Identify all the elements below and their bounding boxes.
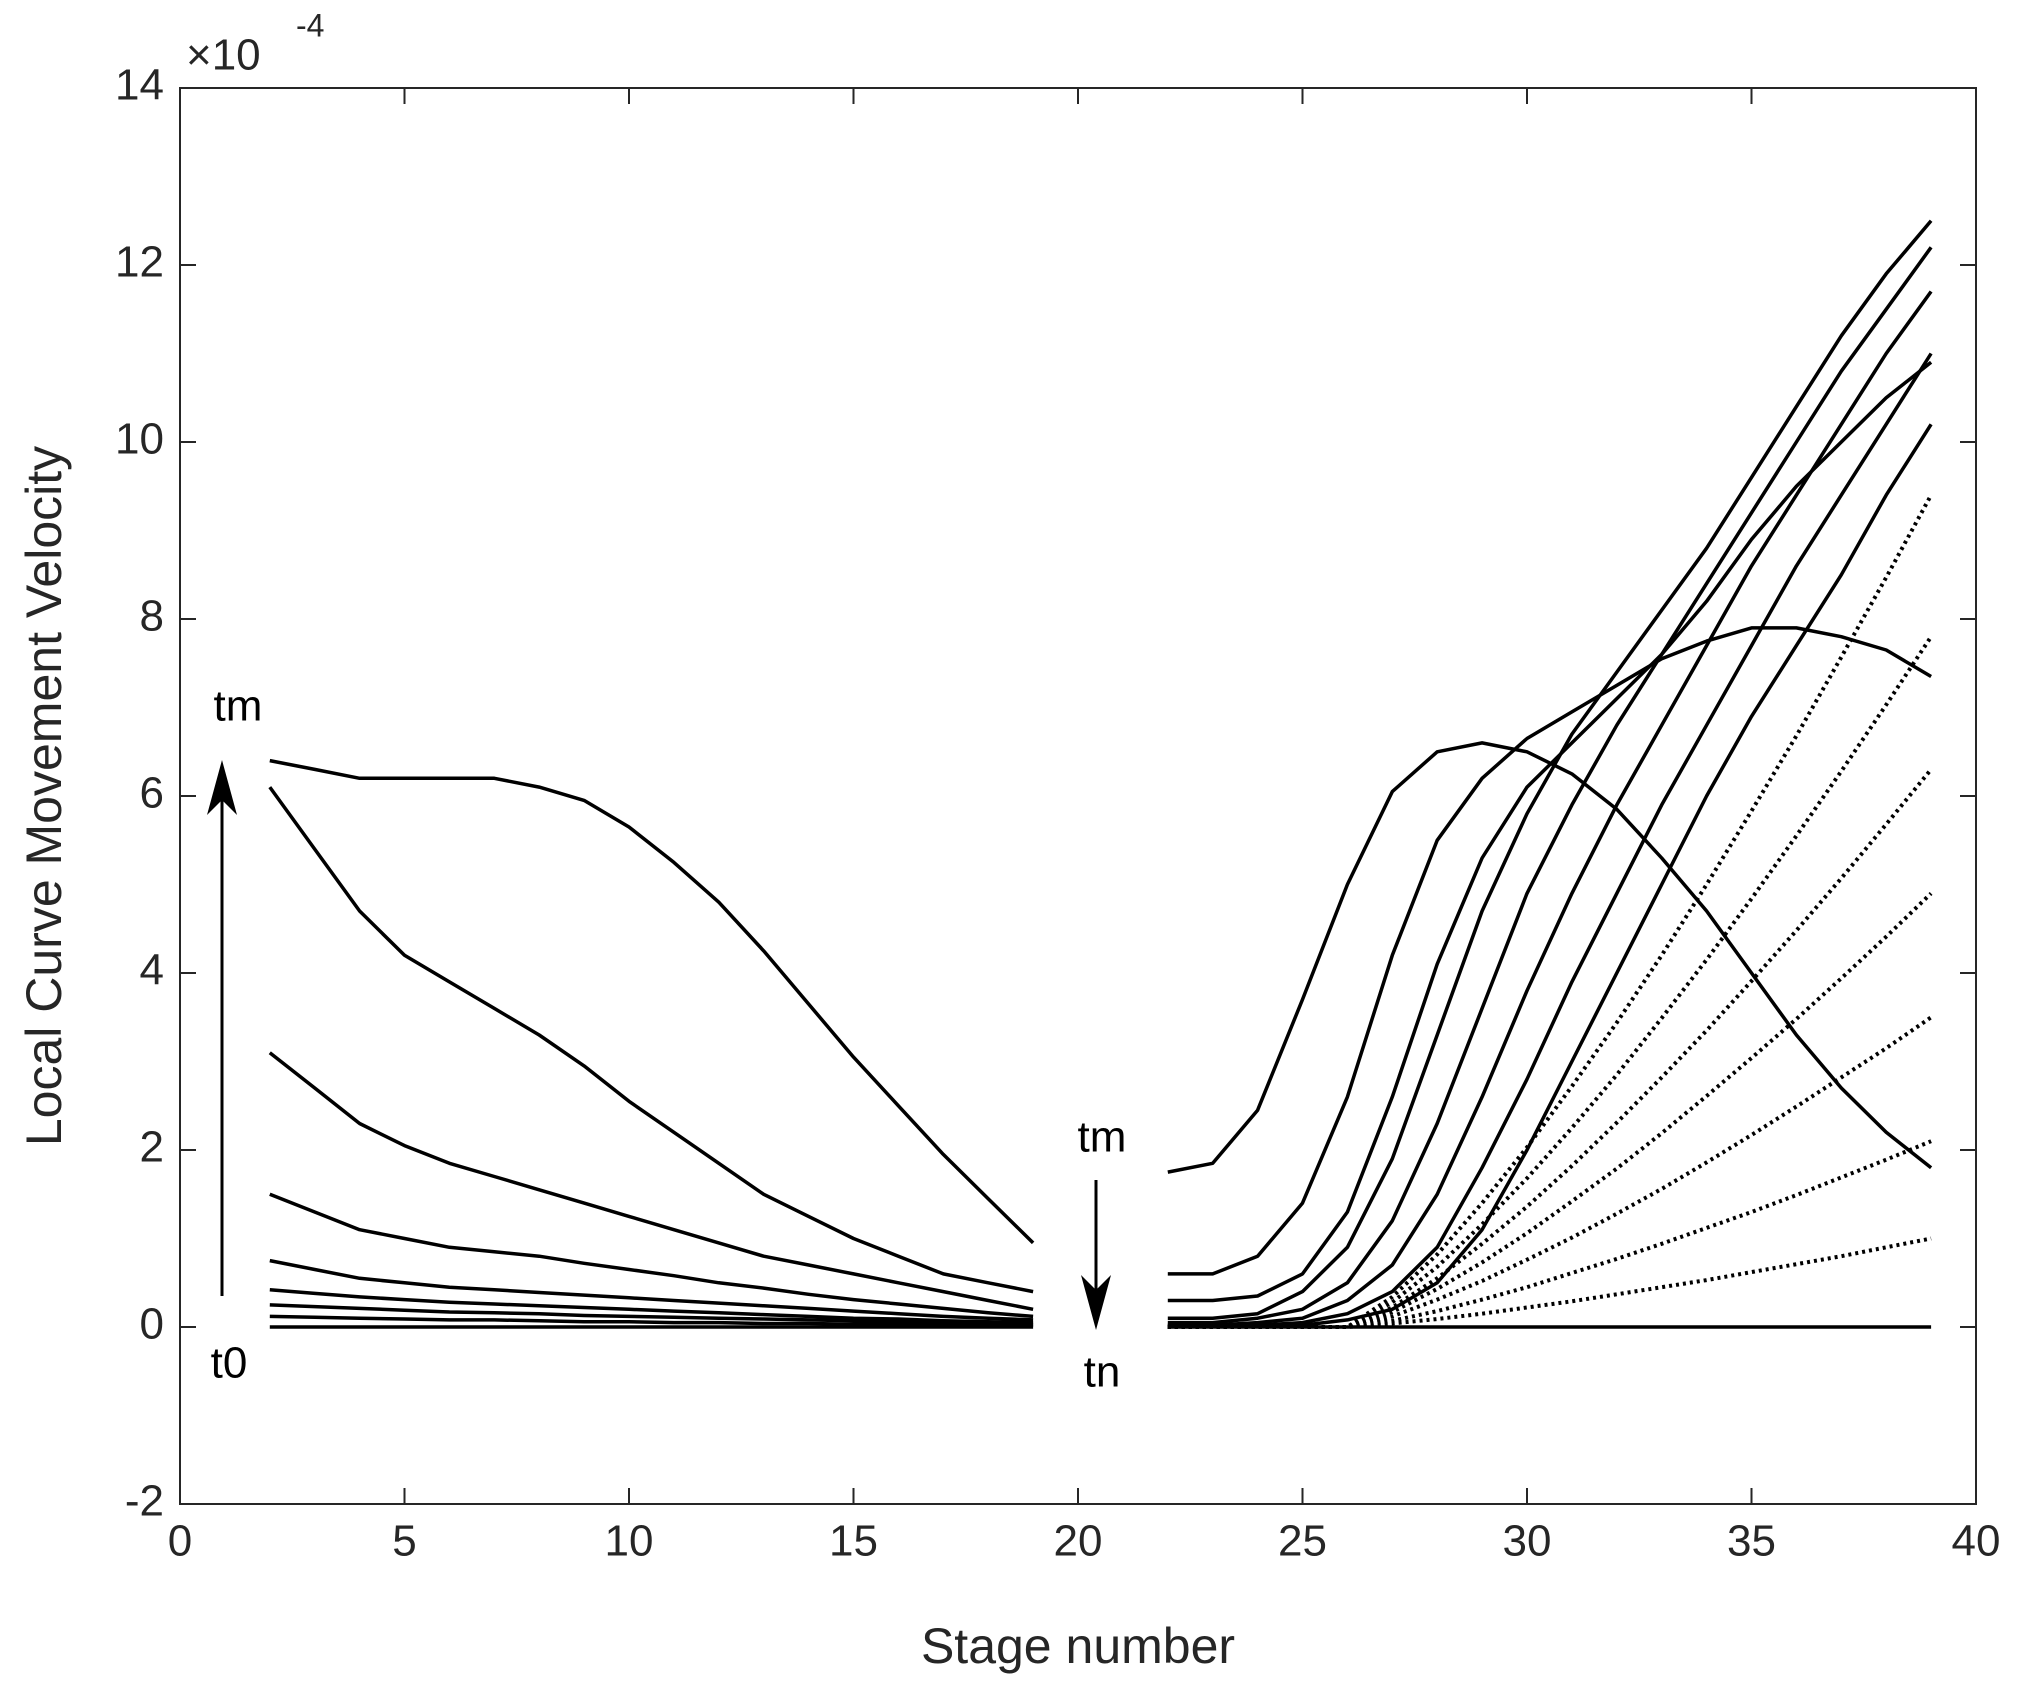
x-axis-label: Stage number bbox=[921, 1618, 1235, 1674]
annotation: tm bbox=[214, 682, 263, 731]
series-line bbox=[1167, 1236, 1932, 1329]
y-tick-label: 14 bbox=[115, 61, 164, 110]
x-tick-label: 0 bbox=[168, 1517, 192, 1566]
y-tick-label: 6 bbox=[140, 769, 164, 818]
annotation: tm bbox=[1078, 1113, 1127, 1162]
x-tick-label: 10 bbox=[605, 1517, 654, 1566]
plot-frame bbox=[179, 87, 1977, 1505]
y-axis-label: Local Curve Movement Velocity bbox=[16, 446, 72, 1146]
x-tick-label: 30 bbox=[1503, 1517, 1552, 1566]
series-line bbox=[269, 219, 1933, 1320]
series-line bbox=[268, 360, 1933, 1312]
annotation: t0 bbox=[211, 1339, 248, 1388]
y-tick-label: 10 bbox=[115, 415, 164, 464]
axis-multiplier-exponent: -4 bbox=[296, 7, 324, 43]
y-tick-label: -2 bbox=[125, 1477, 164, 1526]
y-tick-label: 2 bbox=[140, 1123, 164, 1172]
y-tick-label: 12 bbox=[115, 238, 164, 287]
x-tick-label: 40 bbox=[1952, 1517, 2001, 1566]
series-line bbox=[268, 626, 1932, 1294]
x-tick-label: 35 bbox=[1727, 1517, 1776, 1566]
y-tick-label: 0 bbox=[140, 1300, 164, 1349]
series-line bbox=[269, 246, 1933, 1325]
annotation: tn bbox=[1084, 1348, 1121, 1397]
x-tick-label: 5 bbox=[392, 1517, 416, 1566]
x-tick-label: 15 bbox=[829, 1517, 878, 1566]
annotation-arrowhead bbox=[207, 760, 237, 815]
x-tick-label: 25 bbox=[1278, 1517, 1327, 1566]
annotation-arrowhead bbox=[1081, 1275, 1111, 1330]
axis-multiplier: ×10 bbox=[186, 31, 261, 80]
y-tick-label: 4 bbox=[140, 946, 164, 995]
y-tick-label: 8 bbox=[140, 592, 164, 641]
series-line bbox=[269, 352, 1933, 1328]
series-line bbox=[269, 290, 1933, 1327]
x-tick-label: 20 bbox=[1054, 1517, 1103, 1566]
